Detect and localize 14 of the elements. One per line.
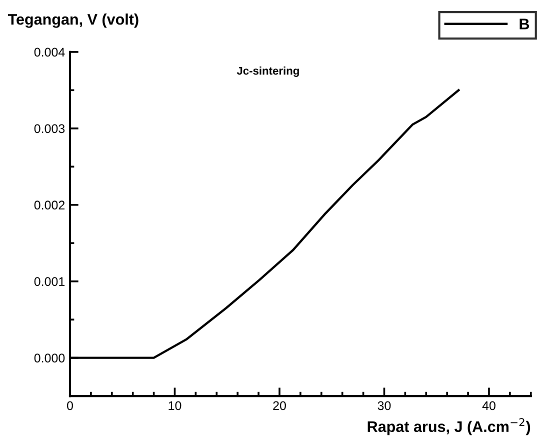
x-tick-label: 10	[168, 401, 182, 410]
text: Jc-sintering	[236, 66, 299, 77]
y-tick-label: 0.002	[34, 200, 65, 210]
x-axis-title: Rapat arus, J (A.cm$^{−2}$)	[368, 418, 530, 436]
y-tick-label: 0.003	[34, 124, 65, 134]
y-tick-label: 0.001	[34, 277, 65, 286]
y-axis-title: Tegangan, V (volt)	[8, 14, 138, 28]
x-tick-label: 20	[273, 401, 286, 410]
legend-label: B	[520, 18, 530, 30]
y-tick-label: 0.000	[34, 354, 65, 362]
x-tick-label: 30	[378, 401, 391, 410]
x-tick-label: 40	[482, 401, 496, 410]
y-tick-label: 0.004	[34, 48, 65, 57]
x-tick-label: 0	[67, 401, 73, 410]
